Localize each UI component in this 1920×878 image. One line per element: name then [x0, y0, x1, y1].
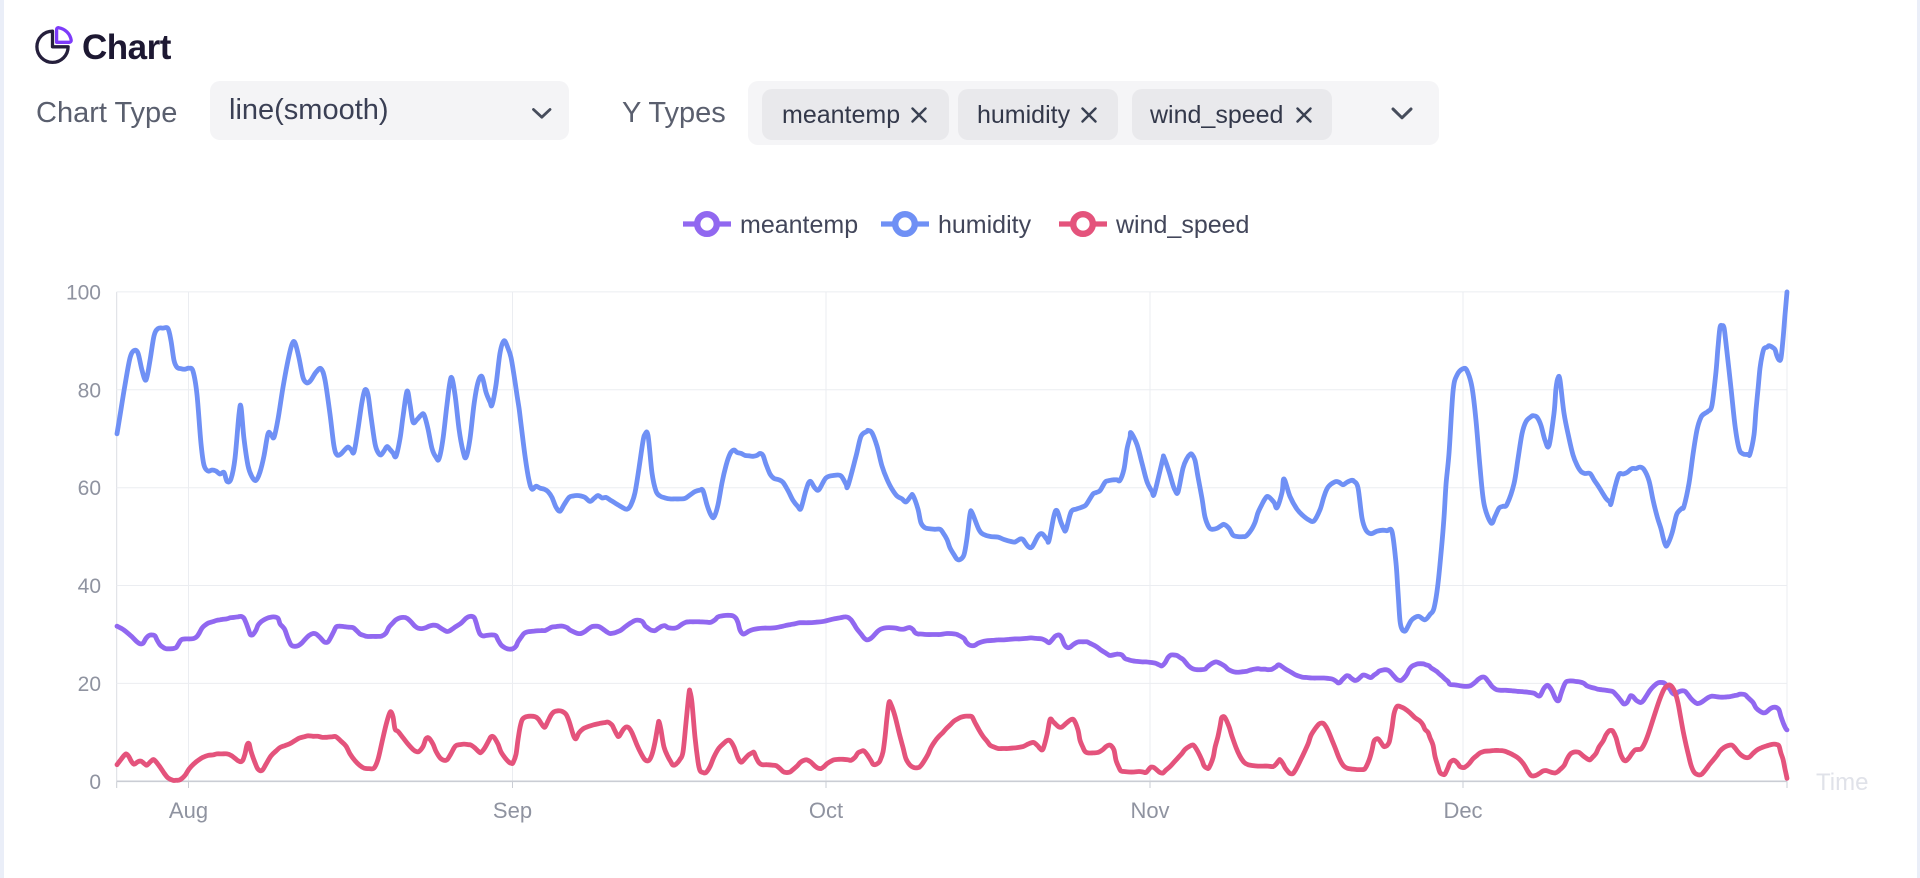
svg-text:Aug: Aug: [169, 798, 208, 823]
svg-text:Sep: Sep: [493, 798, 532, 823]
svg-text:meantemp: meantemp: [740, 211, 858, 239]
svg-text:80: 80: [78, 379, 101, 402]
svg-text:Time: Time: [1816, 769, 1868, 796]
svg-text:20: 20: [78, 673, 101, 696]
svg-text:Dec: Dec: [1443, 798, 1482, 823]
svg-text:wind_speed: wind_speed: [1115, 211, 1249, 239]
svg-text:Oct: Oct: [809, 798, 843, 823]
svg-text:40: 40: [78, 575, 101, 598]
svg-text:0: 0: [89, 771, 101, 794]
svg-text:humidity: humidity: [938, 211, 1032, 239]
svg-text:60: 60: [78, 477, 101, 500]
svg-text:Nov: Nov: [1130, 798, 1169, 823]
svg-text:100: 100: [66, 281, 101, 304]
